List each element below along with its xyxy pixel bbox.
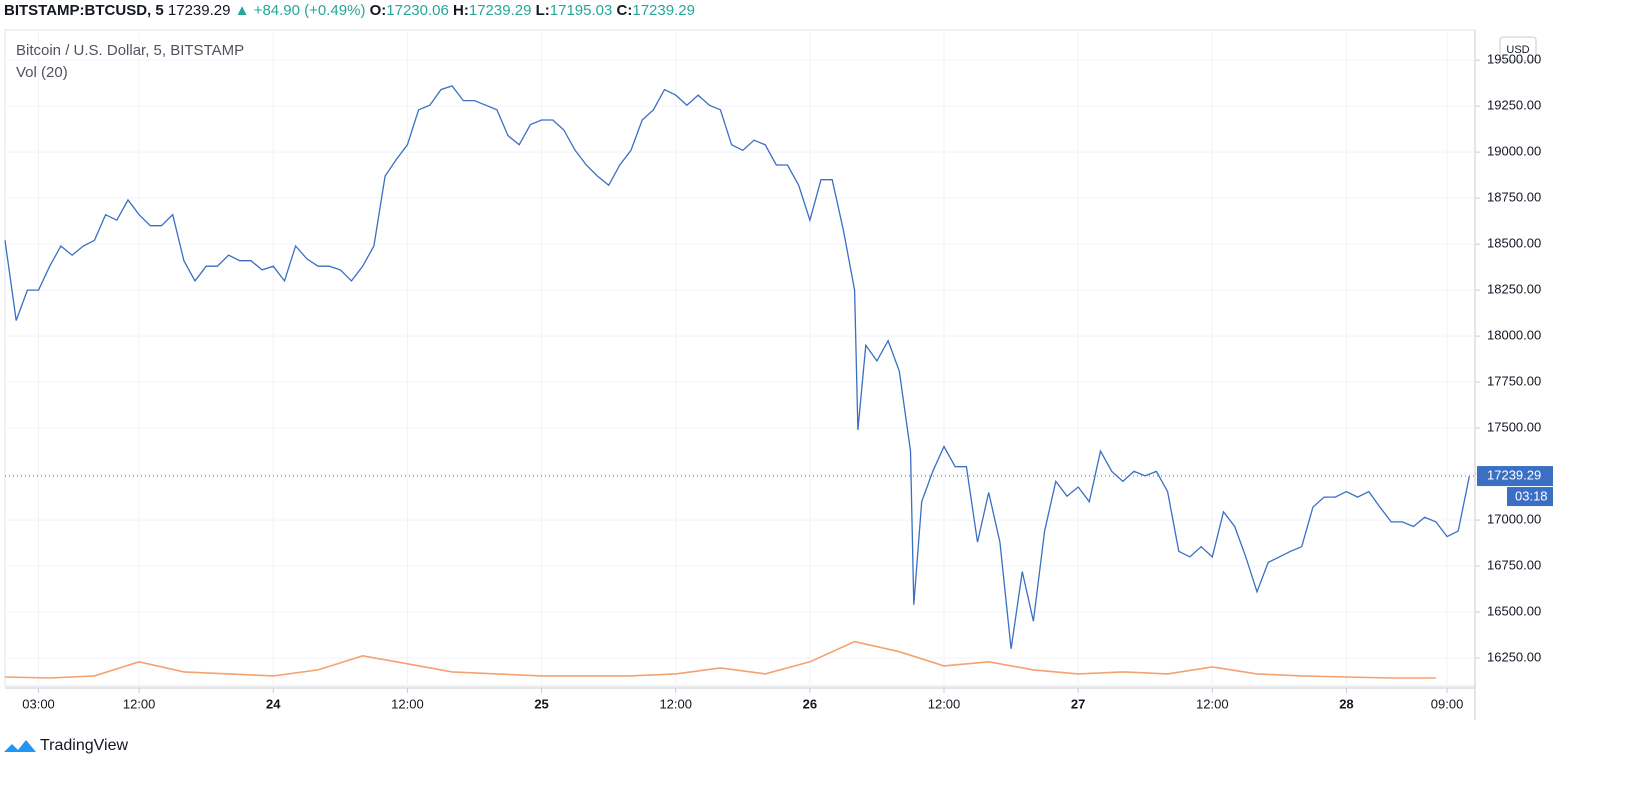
x-tick-label: 03:00 bbox=[22, 696, 55, 711]
plot-frame bbox=[4, 29, 1476, 687]
last-price-label: 17239.29 bbox=[1487, 467, 1541, 482]
y-tick-label: 19250.00 bbox=[1487, 98, 1541, 113]
countdown: 03:18 bbox=[1515, 488, 1548, 503]
grid bbox=[5, 30, 1475, 686]
y-tick-label: 18000.00 bbox=[1487, 328, 1541, 343]
symbol: BITSTAMP:BTCUSD, 5 bbox=[4, 2, 164, 19]
brand: TradingView bbox=[40, 737, 128, 754]
ohlc: O:17230.06 H:17239.29 L:17195.03 C:17239… bbox=[370, 2, 695, 19]
y-tick-label: 16500.00 bbox=[1487, 603, 1541, 618]
ohlc-key: L: bbox=[535, 2, 550, 19]
ohlc-key: H: bbox=[453, 2, 469, 19]
x-tick-label: 09:00 bbox=[1431, 696, 1464, 711]
x-tick-label: 12:00 bbox=[1196, 696, 1229, 711]
ohlc-value: 17239.29 bbox=[632, 2, 695, 19]
y-tick-label: 18500.00 bbox=[1487, 236, 1541, 251]
y-tick-label: 17000.00 bbox=[1487, 512, 1541, 527]
x-tick-label: 26 bbox=[803, 696, 817, 711]
currency: USD bbox=[1506, 44, 1529, 56]
x-tick-label: 24 bbox=[266, 696, 281, 711]
ohlc-value: 17230.06 bbox=[386, 2, 449, 19]
y-tick-label: 18750.00 bbox=[1487, 190, 1541, 205]
currency-box[interactable] bbox=[1499, 36, 1537, 62]
marks bbox=[4, 85, 1475, 679]
last-price: 17239.29 bbox=[167, 2, 231, 19]
y-tick-label: 17500.00 bbox=[1487, 420, 1541, 435]
x-tick-label: 12:00 bbox=[928, 696, 961, 711]
ohlc-key: C: bbox=[616, 2, 633, 19]
legend-volume: Vol (20) bbox=[16, 64, 68, 81]
ohlc-value: 17239.29 bbox=[468, 2, 532, 19]
countdown-tag bbox=[1507, 487, 1553, 507]
logo-icon bbox=[4, 740, 36, 752]
y-tick-label: 17750.00 bbox=[1487, 374, 1541, 389]
arrow: ▲ bbox=[234, 2, 250, 19]
x-tick-label: 28 bbox=[1339, 696, 1353, 711]
x-tick-label: 12:00 bbox=[659, 696, 692, 711]
ohlc-key: O: bbox=[369, 2, 387, 19]
volume-line bbox=[4, 640, 1436, 679]
legend-title: Bitcoin / U.S. Dollar, 5, BITSTAMP bbox=[16, 42, 244, 59]
y-tick-label: 19500.00 bbox=[1487, 52, 1541, 67]
header: BITSTAMP:BTCUSD, 5 17239.29 ▲ +84.90 (+0… bbox=[4, 2, 695, 19]
y-tick-label: 19000.00 bbox=[1487, 144, 1541, 159]
y-tick-label: 16250.00 bbox=[1487, 649, 1541, 664]
logo bbox=[4, 740, 36, 752]
last-price-tag bbox=[1477, 466, 1553, 487]
x-tick-label: 27 bbox=[1071, 696, 1085, 711]
x-tick-label: 12:00 bbox=[123, 696, 156, 711]
ohlc-value: 17195.03 bbox=[549, 2, 613, 19]
change: +84.90 (+0.49%) bbox=[253, 2, 366, 19]
x-tick-label: 25 bbox=[534, 696, 548, 711]
y-tick-label: 16750.00 bbox=[1487, 557, 1541, 572]
y-tick-label: 18250.00 bbox=[1487, 282, 1541, 297]
x-tick-label: 12:00 bbox=[391, 696, 424, 711]
price-line bbox=[4, 85, 1471, 649]
